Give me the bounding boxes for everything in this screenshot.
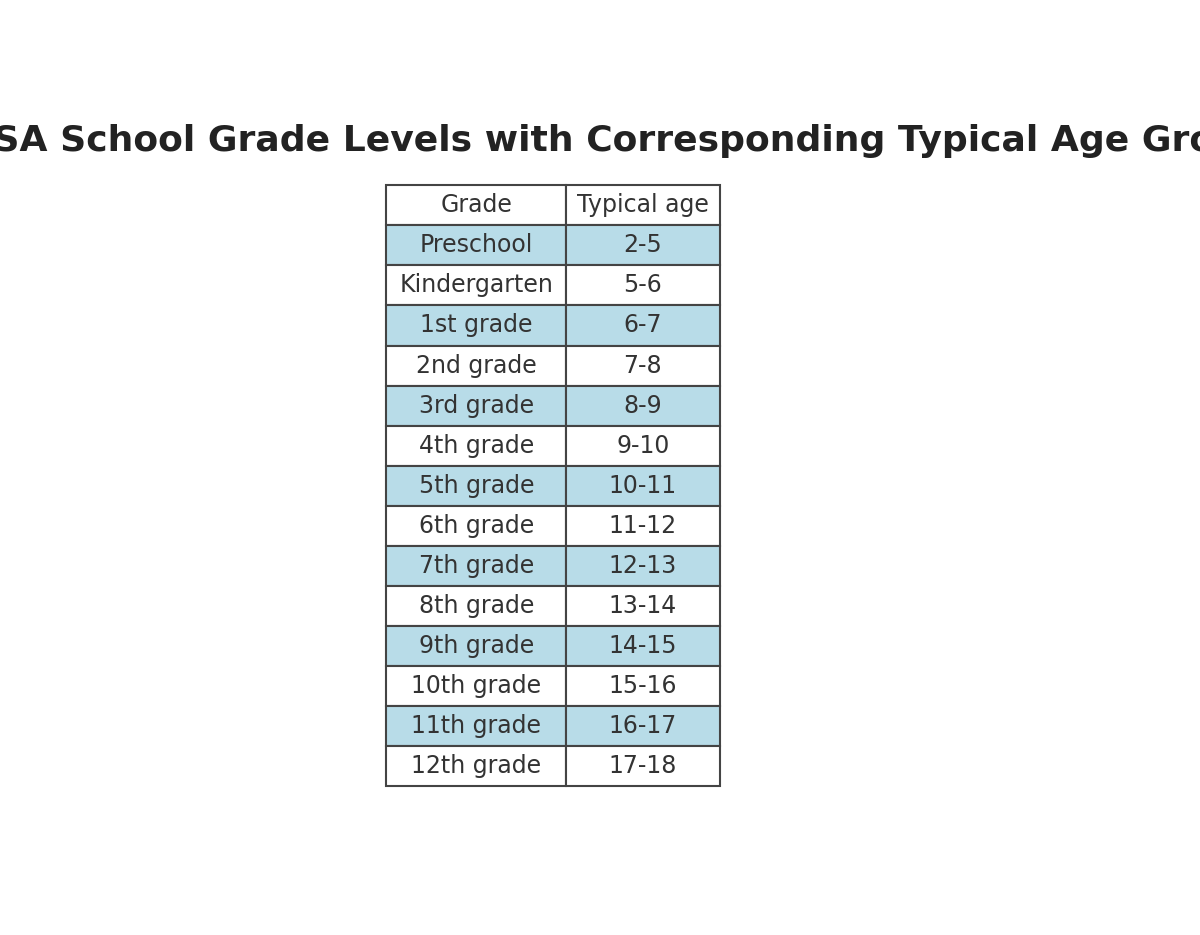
Text: 8th grade: 8th grade: [419, 594, 534, 618]
FancyBboxPatch shape: [566, 225, 720, 266]
Text: 2nd grade: 2nd grade: [416, 353, 536, 378]
FancyBboxPatch shape: [566, 385, 720, 425]
FancyBboxPatch shape: [566, 585, 720, 626]
FancyBboxPatch shape: [386, 425, 566, 466]
Text: 9th grade: 9th grade: [419, 634, 534, 658]
Text: 3rd grade: 3rd grade: [419, 394, 534, 418]
Text: 11th grade: 11th grade: [412, 714, 541, 738]
Text: 9-10: 9-10: [617, 434, 670, 457]
Text: 7-8: 7-8: [624, 353, 662, 378]
Text: USA School Grade Levels with Corresponding Typical Age Group: USA School Grade Levels with Correspondi…: [0, 124, 1200, 158]
FancyBboxPatch shape: [566, 706, 720, 746]
FancyBboxPatch shape: [386, 666, 566, 706]
FancyBboxPatch shape: [386, 546, 566, 585]
FancyBboxPatch shape: [386, 506, 566, 546]
FancyBboxPatch shape: [566, 306, 720, 346]
FancyBboxPatch shape: [386, 626, 566, 666]
FancyBboxPatch shape: [386, 585, 566, 626]
FancyBboxPatch shape: [566, 746, 720, 786]
FancyBboxPatch shape: [566, 506, 720, 546]
Text: Grade: Grade: [440, 194, 512, 217]
Text: 12-13: 12-13: [608, 554, 677, 578]
Text: 14-15: 14-15: [608, 634, 677, 658]
Text: 6th grade: 6th grade: [419, 513, 534, 538]
Text: 5th grade: 5th grade: [419, 474, 534, 497]
FancyBboxPatch shape: [566, 266, 720, 306]
FancyBboxPatch shape: [386, 306, 566, 346]
Text: 4th grade: 4th grade: [419, 434, 534, 457]
Text: Preschool: Preschool: [420, 234, 533, 257]
FancyBboxPatch shape: [566, 466, 720, 506]
FancyBboxPatch shape: [386, 385, 566, 425]
Text: 5-6: 5-6: [624, 273, 662, 297]
FancyBboxPatch shape: [386, 466, 566, 506]
Text: 10-11: 10-11: [608, 474, 677, 497]
FancyBboxPatch shape: [566, 185, 720, 225]
Text: 11-12: 11-12: [608, 513, 677, 538]
FancyBboxPatch shape: [386, 225, 566, 266]
FancyBboxPatch shape: [386, 746, 566, 786]
Text: 13-14: 13-14: [608, 594, 677, 618]
FancyBboxPatch shape: [566, 666, 720, 706]
FancyBboxPatch shape: [386, 185, 566, 225]
FancyBboxPatch shape: [566, 425, 720, 466]
Text: 10th grade: 10th grade: [412, 674, 541, 698]
Text: Typical age: Typical age: [577, 194, 709, 217]
Text: 8-9: 8-9: [624, 394, 662, 418]
FancyBboxPatch shape: [566, 346, 720, 385]
FancyBboxPatch shape: [566, 626, 720, 666]
FancyBboxPatch shape: [386, 706, 566, 746]
Text: 1st grade: 1st grade: [420, 313, 533, 338]
Text: 16-17: 16-17: [608, 714, 677, 738]
Text: 15-16: 15-16: [608, 674, 677, 698]
Text: 2-5: 2-5: [624, 234, 662, 257]
Text: 6-7: 6-7: [624, 313, 662, 338]
FancyBboxPatch shape: [386, 346, 566, 385]
Text: Kindergarten: Kindergarten: [400, 273, 553, 297]
Text: 12th grade: 12th grade: [412, 754, 541, 778]
Text: 7th grade: 7th grade: [419, 554, 534, 578]
FancyBboxPatch shape: [386, 266, 566, 306]
FancyBboxPatch shape: [566, 546, 720, 585]
Text: 17-18: 17-18: [608, 754, 677, 778]
